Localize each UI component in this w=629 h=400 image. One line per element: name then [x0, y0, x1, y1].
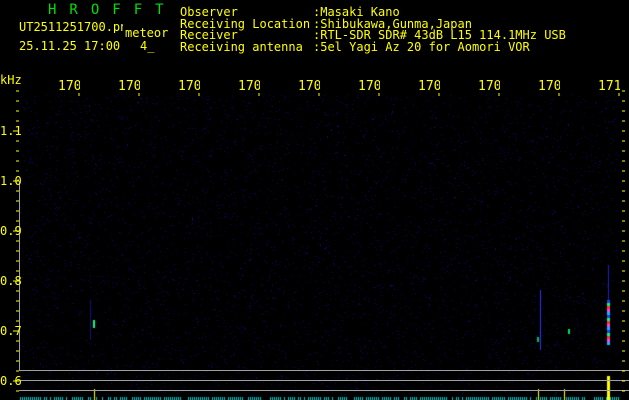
- y-tick-label: 0.9: [0, 224, 22, 238]
- y-tick-label: 0.8: [0, 274, 22, 288]
- filename: UT2511251700.png: [19, 21, 123, 33]
- x-tick-label: 1703: [178, 79, 200, 94]
- y-tick-label: 1.0: [0, 174, 22, 188]
- x-tick-label: 1709: [538, 79, 560, 94]
- location-label: Receiving Location: [180, 17, 311, 31]
- x-tick-label: 1702: [118, 79, 140, 94]
- location-value: :Shibukawa,Gunma,Japan: [313, 17, 472, 31]
- observer-label: Observer: [180, 5, 238, 19]
- meteor-label: meteor: [125, 26, 169, 40]
- x-tick-label: 1707: [418, 79, 440, 94]
- meteor-count: 4_: [140, 39, 155, 53]
- datetime: 25.11.25 17:00: [19, 39, 121, 53]
- antenna-value: :5el Yagi Az 20 for Aomori VOR: [313, 40, 530, 54]
- x-tick-label: 1706: [358, 79, 380, 94]
- observer-value: :Masaki Kano: [313, 5, 400, 19]
- x-tick-label: 1704: [238, 79, 260, 94]
- y-tick-label: 1.1: [0, 124, 22, 138]
- antenna-label: Receiving antenna: [180, 40, 303, 54]
- app-title: HROFFT: [48, 2, 177, 18]
- y-tick-label: 0.6: [0, 374, 22, 388]
- receiver-label: Receiver: [180, 28, 238, 42]
- x-tick-label: 1708: [478, 79, 500, 94]
- y-unit-label: kHz: [0, 73, 22, 87]
- y-tick-label: 0.7: [0, 324, 22, 338]
- receiver-value: :RTL-SDR SDR# 43dB L15 114.1MHz USB: [313, 28, 566, 42]
- x-tick-label: 1705: [298, 79, 320, 94]
- x-tick-label: 1710: [598, 79, 620, 94]
